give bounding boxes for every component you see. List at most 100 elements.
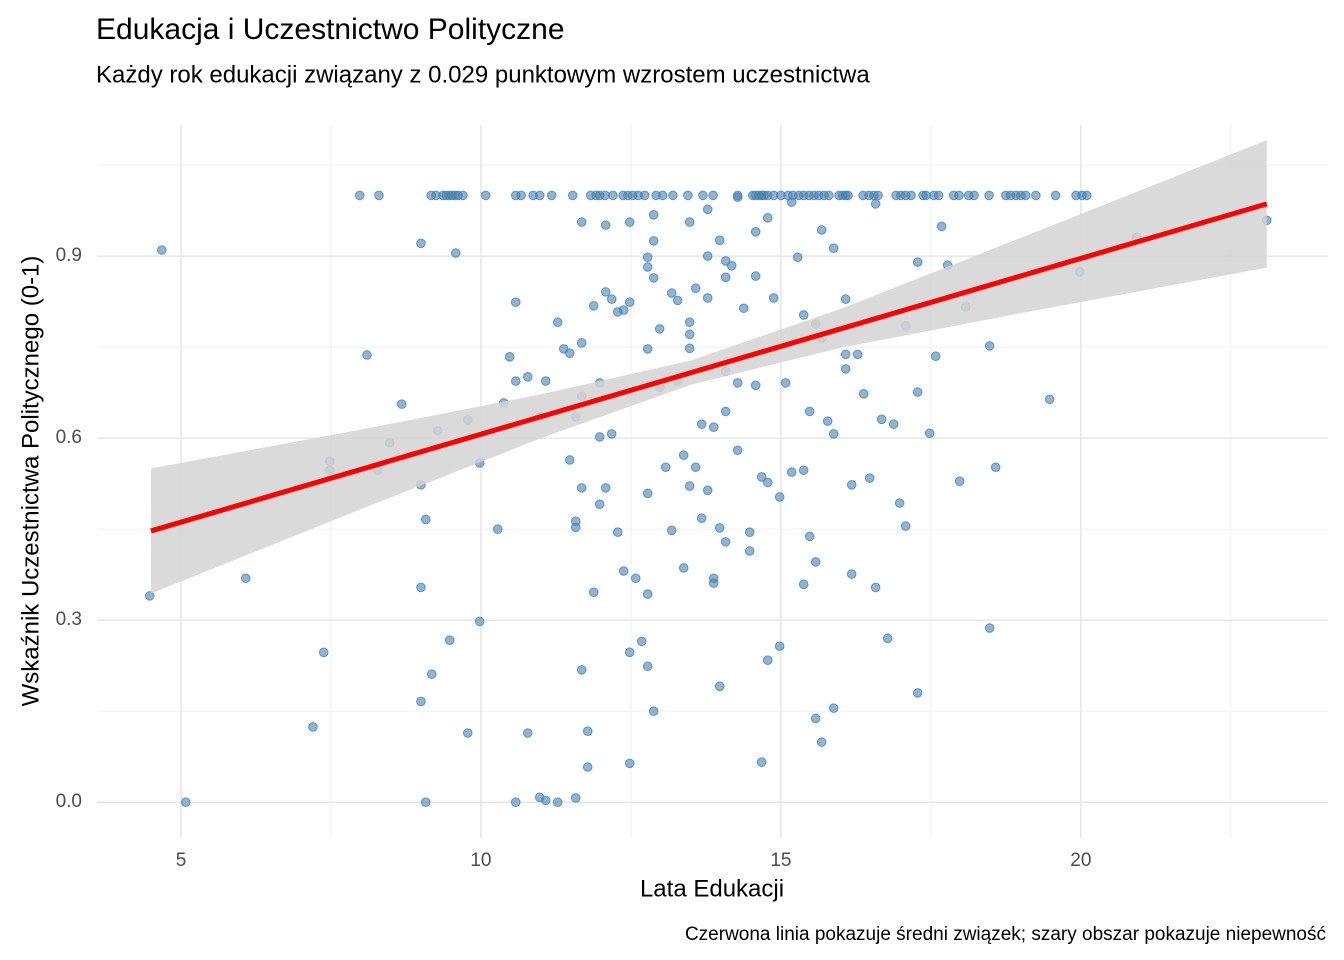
point	[648, 236, 659, 246]
point	[1050, 190, 1061, 201]
point	[608, 190, 618, 201]
point	[906, 190, 916, 201]
point	[798, 579, 809, 590]
point	[774, 492, 785, 502]
point	[588, 587, 599, 598]
point	[876, 414, 887, 425]
point	[750, 226, 761, 237]
point	[954, 190, 964, 201]
point	[684, 329, 695, 340]
point	[873, 190, 883, 201]
point	[552, 317, 563, 328]
point	[870, 582, 881, 593]
point	[552, 797, 563, 807]
point	[576, 217, 587, 227]
point	[588, 301, 599, 311]
point	[618, 305, 629, 315]
point	[450, 248, 461, 258]
point	[846, 480, 857, 490]
point	[666, 288, 677, 298]
x-tick-label: 10	[470, 850, 491, 871]
point	[912, 387, 923, 397]
point	[480, 190, 491, 201]
point	[828, 429, 839, 439]
point	[144, 591, 155, 601]
point	[474, 616, 485, 627]
point	[492, 524, 503, 534]
point	[624, 217, 635, 227]
point	[990, 462, 1001, 473]
point	[732, 190, 743, 201]
point	[642, 661, 653, 672]
point	[684, 217, 695, 227]
point	[570, 522, 581, 533]
point	[828, 703, 839, 713]
point	[648, 706, 659, 716]
point	[308, 722, 318, 732]
point	[624, 758, 635, 769]
point	[420, 514, 431, 525]
point	[768, 293, 779, 303]
point	[828, 243, 839, 253]
y-tick-label: 0.3	[56, 609, 82, 630]
point	[416, 582, 426, 593]
point	[362, 350, 372, 360]
point	[522, 728, 533, 738]
point	[606, 294, 617, 304]
point	[600, 220, 611, 230]
x-axis-label: Lata Edukacji	[640, 875, 784, 902]
point	[648, 210, 659, 220]
point	[564, 348, 575, 358]
point	[684, 343, 695, 354]
point	[612, 527, 623, 537]
point	[840, 294, 851, 304]
point	[798, 310, 809, 320]
point	[690, 283, 701, 294]
y-tick-label: 0.6	[56, 427, 82, 448]
point	[900, 521, 911, 531]
point	[522, 372, 533, 382]
point	[683, 190, 693, 201]
point	[156, 245, 167, 255]
point	[810, 557, 821, 567]
point	[540, 795, 551, 806]
point	[708, 422, 719, 432]
point	[816, 737, 827, 747]
x-tick-label: 20	[1070, 850, 1091, 871]
point	[510, 376, 521, 386]
point	[720, 272, 731, 283]
point	[843, 190, 853, 201]
point	[824, 190, 834, 201]
point	[762, 655, 773, 666]
point	[642, 252, 653, 263]
point	[594, 432, 605, 442]
point	[180, 797, 191, 807]
point	[933, 190, 944, 201]
point	[696, 513, 707, 524]
point	[642, 488, 653, 499]
point	[576, 338, 587, 348]
point	[720, 537, 731, 547]
point	[618, 566, 629, 576]
point	[240, 573, 251, 584]
point	[648, 273, 659, 283]
point	[912, 257, 923, 267]
point	[954, 476, 965, 486]
point	[714, 235, 725, 246]
y-tick-label: 0.9	[56, 245, 82, 266]
point	[318, 647, 329, 658]
point	[642, 344, 653, 354]
point	[654, 324, 665, 334]
point	[516, 190, 526, 201]
point	[698, 190, 708, 201]
point	[690, 462, 701, 473]
point	[762, 477, 773, 488]
point	[726, 260, 737, 271]
point	[678, 450, 689, 460]
point	[714, 523, 725, 533]
point	[792, 252, 803, 263]
point	[750, 380, 761, 391]
point	[762, 213, 773, 223]
